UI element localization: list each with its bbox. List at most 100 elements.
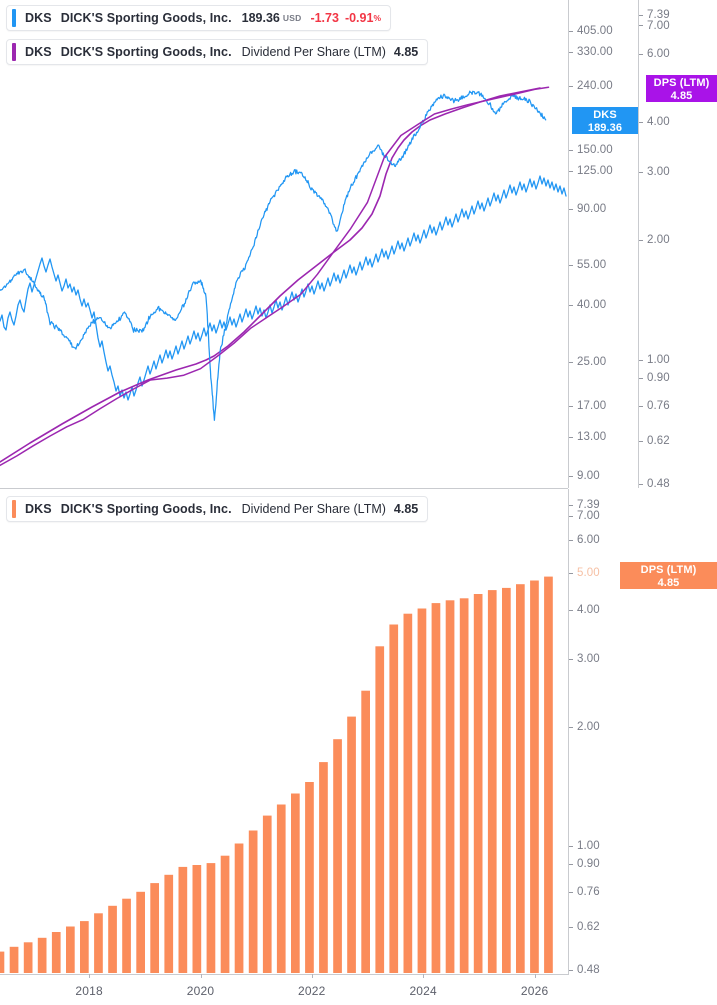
dps-lower-tick-label: 0.62: [577, 921, 600, 933]
dividend-bar[interactable]: [0, 951, 5, 973]
legend-dps-series-upper[interactable]: DKS DICK'S Sporting Goods, Inc. Dividend…: [6, 39, 429, 65]
price-tick-label: 125.00: [577, 165, 613, 177]
dividend-bar[interactable]: [94, 913, 103, 973]
dividend-bar[interactable]: [502, 587, 511, 973]
dividend-bar[interactable]: [206, 863, 216, 973]
legend-dps-series-lower[interactable]: DKS DICK'S Sporting Goods, Inc. Dividend…: [6, 496, 429, 522]
price-tick-label: 240.00: [577, 80, 613, 92]
legend-dps-lower-ticker: DKS: [25, 502, 52, 516]
dividend-bar[interactable]: [262, 815, 272, 973]
price-current-badge[interactable]: DKS 189.36: [572, 107, 638, 134]
dividend-bar-chart-panel[interactable]: DKS DICK'S Sporting Goods, Inc. Dividend…: [0, 489, 717, 1005]
dps-upper-tick-label: 0.62: [647, 435, 670, 447]
dividend-bar[interactable]: [23, 942, 33, 973]
dividend-bar[interactable]: [66, 926, 75, 974]
time-tickmark: [311, 974, 313, 978]
dividend-bar[interactable]: [530, 580, 539, 974]
dps-upper-badge-value: 4.85: [670, 89, 693, 102]
dividend-bar[interactable]: [164, 874, 174, 973]
dps-upper-current-badge[interactable]: DPS (LTM) 4.85: [646, 75, 717, 102]
price-tickmark: [569, 476, 573, 477]
dps-lower-current-badge[interactable]: DPS (LTM) 4.85: [620, 562, 717, 589]
price-tickmark: [569, 52, 573, 53]
price-tick-label: 330.00: [577, 46, 613, 58]
legend-price-change: -1.73: [310, 11, 339, 25]
dps-axis-lower[interactable]: 7.39 7.00 6.00 5.00 4.00 3.00 2.00 1.00 …: [568, 489, 717, 1005]
dividend-bar[interactable]: [487, 590, 497, 973]
price-chart-panel[interactable]: DKS DICK'S Sporting Goods, Inc. 189.36 U…: [0, 0, 717, 490]
dividend-bar[interactable]: [192, 865, 202, 973]
dps-upper-tickmark: [639, 172, 643, 173]
dividend-plot-area[interactable]: [0, 489, 568, 973]
dps-lower-tickmark: [569, 573, 573, 574]
dps-upper-badge-label: DPS (LTM): [653, 77, 710, 89]
dps-lower-tick-label: 0.48: [577, 964, 600, 976]
dps-upper-tickmark: [639, 122, 643, 123]
dividend-bar[interactable]: [122, 898, 131, 973]
price-tick-label: 9.00: [577, 470, 600, 482]
legend-price-swatch: [12, 9, 16, 27]
time-tick-label: 2026: [520, 984, 549, 998]
dividend-bar[interactable]: [516, 584, 525, 973]
price-tickmark: [569, 31, 573, 32]
dividend-bar[interactable]: [459, 598, 469, 973]
dps-lower-tickmark: [569, 516, 573, 517]
dividend-bar[interactable]: [178, 866, 188, 973]
dividend-bar[interactable]: [544, 576, 553, 973]
dividend-bar[interactable]: [361, 690, 370, 973]
time-axis[interactable]: 2018 2020 2022 2024 2026: [0, 974, 568, 1005]
dps-axis-upper[interactable]: 7.39 7.00 6.00 4.00 3.00 2.00 1.00 0.90 …: [638, 0, 717, 490]
dividend-bar[interactable]: [389, 624, 399, 974]
dividend-bar[interactable]: [431, 603, 441, 973]
price-axis[interactable]: 405.00 330.00 240.00 150.00 125.00 90.00…: [568, 0, 638, 489]
dividend-bar[interactable]: [108, 905, 117, 973]
dps-upper-tick-label: 4.00: [647, 116, 670, 128]
dividend-bar[interactable]: [234, 843, 244, 974]
price-tick-label: 25.00: [577, 356, 607, 368]
dividend-bar[interactable]: [37, 937, 47, 973]
legend-dps-upper-metric: Dividend Per Share (LTM): [241, 45, 386, 59]
price-tickmark: [569, 171, 573, 172]
dps-lower-tick-label: 3.00: [577, 653, 600, 665]
dividend-bar[interactable]: [150, 883, 159, 973]
dividend-bar[interactable]: [220, 855, 230, 973]
price-tick-label: 90.00: [577, 203, 607, 215]
legend-dps-lower-company: DICK'S Sporting Goods, Inc.: [60, 502, 232, 516]
dividend-bar[interactable]: [333, 739, 342, 973]
dividend-bar[interactable]: [445, 600, 455, 973]
dps-upper-tickmark: [639, 15, 643, 16]
dividend-bar[interactable]: [291, 793, 300, 974]
time-tick-label: 2022: [298, 984, 326, 998]
dividend-bar[interactable]: [417, 608, 427, 974]
dps-lower-tickmark: [569, 505, 573, 506]
time-tick-label: 2020: [186, 984, 215, 998]
legend-dps-upper-ticker: DKS: [25, 45, 52, 59]
dividend-bar[interactable]: [51, 932, 61, 973]
dividend-bar[interactable]: [9, 946, 19, 973]
dps-lower-tick-label: 7.39: [577, 499, 600, 511]
price-plot-area[interactable]: [0, 0, 568, 488]
dividend-bar[interactable]: [80, 921, 89, 973]
dividend-bar[interactable]: [375, 646, 385, 973]
dps-lower-badge-value: 4.85: [657, 576, 680, 589]
dividend-bar[interactable]: [347, 716, 356, 973]
dps-upper-tick-label: 7.39: [647, 9, 670, 21]
dps-upper-tick-label: 3.00: [647, 166, 670, 178]
price-tickmark: [569, 437, 573, 438]
dividend-bar[interactable]: [403, 613, 413, 973]
dividend-bar[interactable]: [136, 891, 145, 973]
dividend-bar[interactable]: [305, 782, 314, 973]
time-tick-label: 2018: [75, 984, 103, 998]
dividend-bar[interactable]: [319, 762, 328, 973]
dividend-bar[interactable]: [473, 594, 483, 973]
legend-dps-lower-metric: Dividend Per Share (LTM): [241, 502, 386, 516]
dps-upper-tickmark: [639, 484, 643, 485]
legend-price-series[interactable]: DKS DICK'S Sporting Goods, Inc. 189.36 U…: [6, 5, 391, 31]
dividend-bar[interactable]: [276, 804, 286, 974]
price-plot-svg: [0, 86, 567, 467]
dps-lower-tickmark: [569, 540, 573, 541]
dps-lower-tickmark: [569, 927, 573, 928]
dps-upper-tickmark: [639, 54, 643, 55]
price-tick-label: 405.00: [577, 25, 613, 37]
dividend-bar[interactable]: [248, 830, 258, 974]
